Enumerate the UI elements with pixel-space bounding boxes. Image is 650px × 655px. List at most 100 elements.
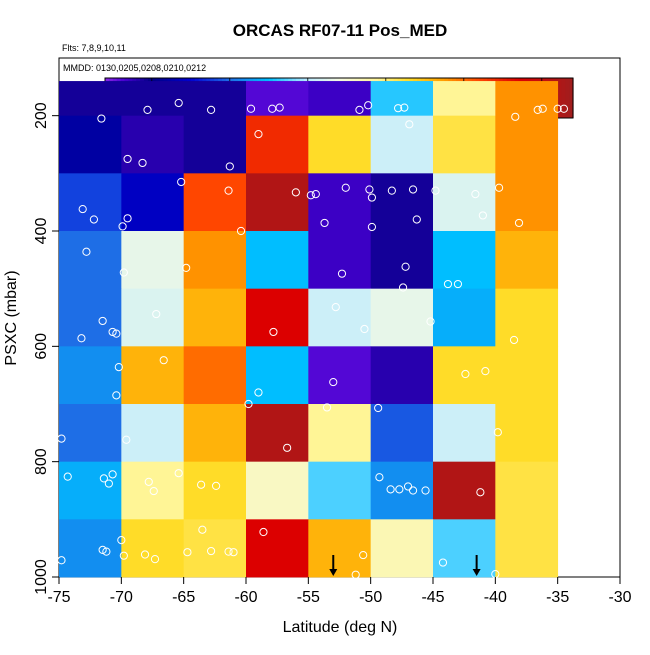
data-point bbox=[375, 473, 384, 482]
data-point bbox=[453, 279, 463, 289]
data-point bbox=[197, 480, 206, 489]
heatmap-cell bbox=[495, 173, 559, 232]
heatmap-cell bbox=[433, 519, 496, 578]
heatmap-cell bbox=[308, 346, 372, 405]
x-tick-label: -55 bbox=[297, 589, 320, 606]
y-tick-label: 200 bbox=[33, 102, 50, 129]
data-point bbox=[150, 555, 160, 564]
heatmap-cell bbox=[308, 231, 372, 290]
data-point bbox=[82, 247, 91, 256]
chart-title: ORCAS RF07-11 Pos_MED bbox=[233, 21, 447, 40]
x-tick-label: -30 bbox=[608, 589, 631, 606]
data-point bbox=[337, 269, 347, 278]
data-point bbox=[481, 367, 490, 376]
heatmap-cell bbox=[121, 346, 185, 405]
heatmap-cell bbox=[121, 519, 185, 578]
data-points bbox=[57, 98, 569, 579]
heatmap-cell bbox=[121, 231, 185, 290]
data-point bbox=[341, 183, 350, 192]
data-point bbox=[320, 218, 329, 228]
heatmap-cell bbox=[370, 115, 434, 174]
x-tick-label: -75 bbox=[47, 589, 70, 606]
data-point bbox=[559, 104, 569, 113]
heatmap-cell bbox=[495, 404, 559, 463]
x-tick-label: -45 bbox=[421, 589, 444, 606]
y-tick-label: 600 bbox=[33, 333, 50, 360]
data-point bbox=[478, 211, 487, 220]
heatmap-cell bbox=[308, 519, 372, 578]
data-point bbox=[367, 193, 377, 202]
heatmap-cell bbox=[308, 404, 372, 463]
data-point bbox=[236, 226, 246, 236]
data-point bbox=[533, 105, 542, 115]
heatmap-cell bbox=[495, 461, 559, 520]
data-point bbox=[112, 391, 121, 400]
heatmap-cell bbox=[183, 461, 247, 520]
flights-label: Flts: 7,8,9,10,11 bbox=[62, 43, 126, 53]
heatmap-cell bbox=[495, 231, 559, 290]
heatmap-cell bbox=[495, 81, 559, 117]
data-point bbox=[114, 362, 123, 372]
heatmap-cell bbox=[495, 346, 559, 405]
data-point bbox=[476, 488, 485, 497]
heatmap-cell bbox=[433, 288, 496, 347]
data-point bbox=[403, 482, 413, 491]
heatmap-cell bbox=[121, 81, 185, 117]
heatmap-cell bbox=[433, 461, 496, 520]
data-point bbox=[400, 103, 409, 112]
data-point bbox=[351, 570, 360, 579]
heatmap-cell bbox=[121, 173, 185, 232]
x-tick-label: -40 bbox=[484, 589, 507, 606]
heatmap-cell bbox=[433, 81, 496, 117]
data-point bbox=[254, 130, 263, 139]
data-point bbox=[108, 470, 117, 479]
data-point bbox=[144, 477, 153, 486]
heatmap-cell bbox=[370, 231, 434, 290]
data-point bbox=[174, 469, 183, 478]
arrows bbox=[329, 555, 481, 576]
y-axis-label: PSXC (mbar) bbox=[3, 270, 20, 365]
data-point bbox=[77, 334, 86, 343]
heatmap-cell bbox=[59, 231, 122, 290]
data-point bbox=[97, 114, 106, 123]
heatmap-cell bbox=[183, 288, 247, 347]
colorbar-segment bbox=[569, 78, 574, 118]
data-point bbox=[331, 303, 340, 312]
data-point bbox=[355, 105, 364, 115]
data-point bbox=[494, 183, 504, 192]
colorbar-segment bbox=[557, 78, 562, 118]
data-point bbox=[329, 377, 338, 387]
data-point bbox=[112, 329, 121, 338]
heatmap-cell bbox=[183, 346, 247, 405]
heatmap-cell bbox=[121, 288, 185, 347]
data-point bbox=[511, 112, 520, 121]
data-point bbox=[118, 222, 127, 231]
data-point bbox=[152, 309, 161, 319]
data-point bbox=[443, 279, 453, 289]
data-point bbox=[393, 104, 403, 113]
heatmap-cell bbox=[59, 115, 122, 174]
heatmap-cell bbox=[495, 288, 559, 347]
heatmap-cell bbox=[370, 461, 434, 520]
heatmap-cell bbox=[246, 115, 309, 174]
data-point bbox=[374, 403, 383, 413]
data-point bbox=[183, 548, 192, 557]
heatmap-cell bbox=[433, 346, 496, 405]
data-point bbox=[98, 316, 107, 326]
y-tick-label: 1000 bbox=[33, 559, 50, 595]
data-point bbox=[119, 551, 128, 560]
data-point bbox=[408, 185, 418, 194]
data-point bbox=[421, 486, 430, 495]
data-point bbox=[493, 428, 502, 437]
heatmap-cell bbox=[308, 173, 372, 232]
heatmap-cell bbox=[246, 173, 309, 232]
data-point bbox=[57, 434, 66, 443]
data-point bbox=[360, 324, 369, 334]
data-point bbox=[269, 327, 278, 337]
data-point bbox=[471, 189, 480, 199]
data-point bbox=[119, 268, 128, 277]
x-axis-label: Latitude (deg N) bbox=[283, 619, 398, 636]
data-point bbox=[159, 356, 168, 365]
data-point bbox=[364, 101, 373, 110]
data-point bbox=[117, 535, 126, 545]
